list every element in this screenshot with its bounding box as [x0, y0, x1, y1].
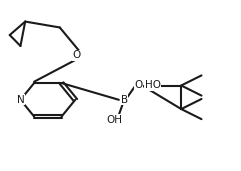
Text: OH: OH	[107, 115, 122, 125]
Text: HO: HO	[145, 81, 161, 90]
Text: O: O	[134, 81, 142, 90]
Text: N: N	[17, 95, 24, 105]
Text: O: O	[72, 50, 80, 60]
Text: B: B	[120, 95, 128, 105]
